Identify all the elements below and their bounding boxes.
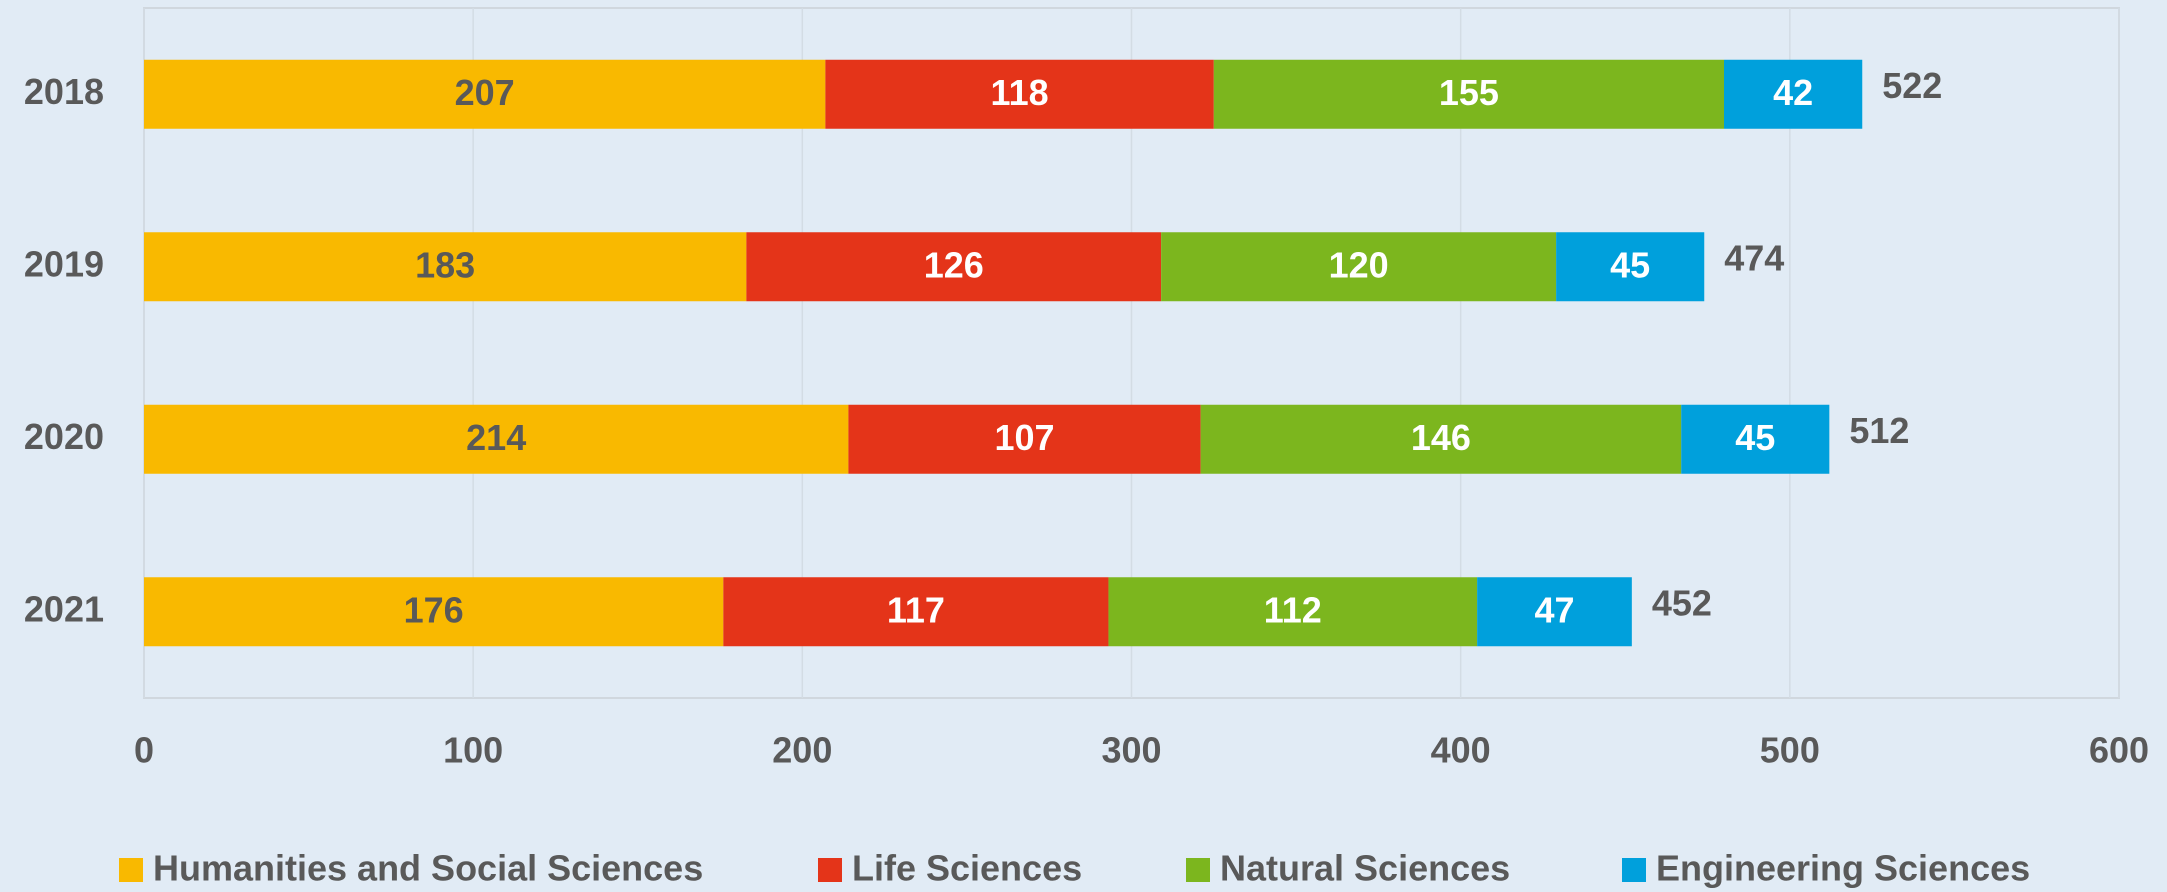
total-label: 512 <box>1849 410 1909 451</box>
x-tick-label: 100 <box>443 730 503 771</box>
bar-segment <box>1200 404 1682 474</box>
x-tick-label: 600 <box>2089 730 2149 771</box>
bar-segment <box>144 232 747 302</box>
legend-label: Natural Sciences <box>1220 848 1510 889</box>
x-tick-label: 400 <box>1431 730 1491 771</box>
bar-segment <box>144 577 724 647</box>
x-tick-label: 200 <box>772 730 832 771</box>
bar-segment <box>723 577 1109 647</box>
data-label: 117 <box>887 589 945 630</box>
y-tick-label: 2018 <box>24 71 104 112</box>
data-label: 107 <box>994 417 1054 458</box>
data-label: 45 <box>1735 417 1775 458</box>
data-label: 126 <box>924 244 984 285</box>
data-label: 118 <box>991 72 1049 113</box>
data-label: 155 <box>1439 72 1499 113</box>
bar-segment <box>144 404 849 474</box>
data-label: 120 <box>1329 244 1389 285</box>
x-tick-label: 500 <box>1760 730 1820 771</box>
data-label: 176 <box>404 589 464 630</box>
y-tick-label: 2019 <box>24 243 104 284</box>
data-label: 207 <box>455 72 515 113</box>
data-label: 45 <box>1610 244 1650 285</box>
data-label: 183 <box>415 244 475 285</box>
legend-swatch <box>1186 858 1210 882</box>
legend-label: Engineering Sciences <box>1656 848 2030 889</box>
data-label: 146 <box>1411 417 1471 458</box>
bar-segment <box>1724 59 1863 129</box>
data-label: 42 <box>1773 72 1813 113</box>
y-tick-label: 2021 <box>24 588 104 629</box>
total-label: 522 <box>1882 65 1942 106</box>
bar-segment <box>1556 232 1705 302</box>
legend-label: Life Sciences <box>852 848 1082 889</box>
bar-segment <box>746 232 1162 302</box>
bar-segment <box>1161 232 1557 302</box>
bar-segment <box>1213 59 1724 129</box>
bar-segment <box>1477 577 1632 647</box>
legend-swatch <box>1622 858 1646 882</box>
bar-segment <box>1681 404 1830 474</box>
total-label: 452 <box>1652 582 1712 623</box>
bar-segment <box>1108 577 1478 647</box>
data-label: 47 <box>1534 589 1574 630</box>
data-label: 112 <box>1264 589 1322 630</box>
bar-segment <box>848 404 1201 474</box>
legend-swatch <box>119 858 143 882</box>
x-tick-label: 300 <box>1101 730 1161 771</box>
y-tick-label: 2020 <box>24 416 104 457</box>
legend-label: Humanities and Social Sciences <box>153 848 703 889</box>
x-tick-label: 0 <box>134 730 154 771</box>
bar-segment <box>825 59 1214 129</box>
data-label: 214 <box>466 417 526 458</box>
total-label: 474 <box>1724 237 1784 278</box>
legend-swatch <box>818 858 842 882</box>
bar-segment <box>144 59 826 129</box>
